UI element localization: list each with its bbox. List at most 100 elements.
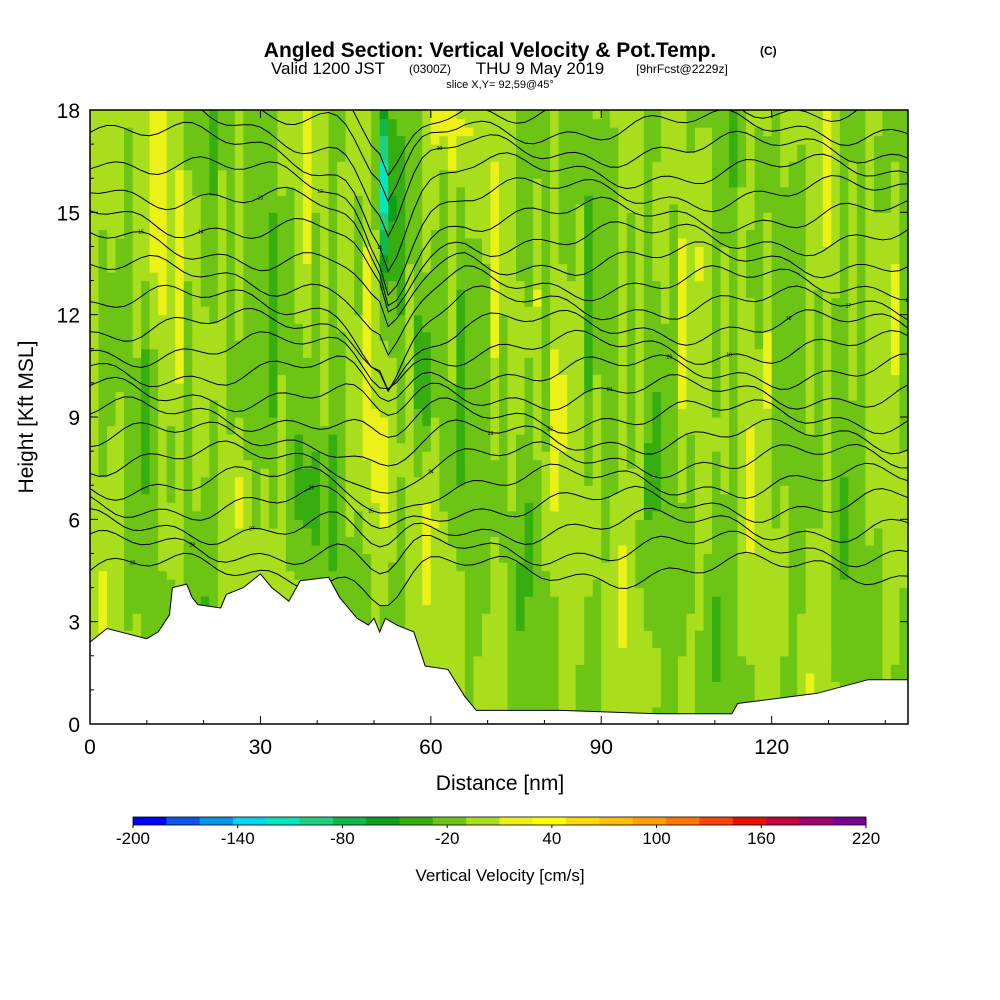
field-cell — [243, 553, 253, 563]
field-cell — [550, 493, 560, 503]
field-cell — [345, 118, 355, 128]
field-cell — [584, 280, 594, 290]
field-cell — [669, 621, 679, 631]
field-cell — [149, 502, 159, 512]
field-cell — [209, 476, 219, 486]
field-cell — [115, 451, 125, 461]
field-cell — [464, 391, 475, 401]
field-cell — [567, 630, 577, 640]
field-cell — [388, 476, 398, 486]
field-cell — [550, 365, 560, 375]
field-cell — [166, 144, 176, 154]
field-cell — [294, 246, 304, 256]
field-cell — [481, 127, 492, 137]
field-cell — [251, 348, 262, 358]
field-cell — [371, 459, 381, 469]
field-cell — [507, 374, 517, 384]
field-cell — [107, 425, 117, 435]
field-cell — [166, 212, 176, 222]
field-cell — [379, 613, 389, 623]
field-cell — [98, 519, 108, 529]
field-cell — [260, 348, 270, 358]
field-cell — [447, 220, 457, 230]
field-cell — [226, 527, 236, 537]
field-cell — [200, 502, 210, 512]
field-cell — [175, 289, 185, 299]
field-cell — [516, 561, 526, 572]
field-cell — [251, 144, 262, 154]
field-cell — [499, 451, 509, 461]
field-cell — [90, 178, 100, 188]
field-cell — [422, 289, 432, 299]
field-cell — [677, 706, 688, 717]
field-cell — [601, 280, 611, 290]
field-cell — [575, 485, 585, 495]
field-cell — [362, 186, 372, 196]
field-cell — [609, 570, 619, 580]
field-cell — [430, 357, 440, 367]
field-cell — [481, 212, 492, 222]
field-cell — [626, 272, 636, 282]
field-cell — [285, 297, 296, 307]
field-cell — [533, 698, 543, 708]
field-cell — [473, 451, 483, 461]
field-cell — [149, 425, 159, 435]
field-cell — [507, 417, 517, 427]
field-cell — [337, 579, 347, 589]
field-cell — [175, 331, 185, 341]
field-cell — [396, 502, 406, 512]
field-cell — [524, 689, 534, 700]
field-cell — [277, 434, 287, 444]
field-cell — [183, 152, 193, 162]
field-cell — [464, 306, 475, 316]
field-cell — [294, 289, 304, 299]
field-cell — [345, 382, 355, 393]
field-cell — [115, 621, 125, 631]
field-cell — [166, 493, 176, 503]
field-cell — [158, 340, 168, 350]
field-cell — [200, 220, 210, 230]
field-cell — [584, 451, 594, 461]
field-cell — [652, 203, 662, 213]
field-cell — [643, 664, 653, 674]
field-cell — [592, 596, 602, 606]
field-cell — [371, 451, 381, 461]
field-cell — [337, 493, 347, 503]
field-cell — [430, 195, 440, 205]
field-cell — [507, 476, 517, 486]
field-cell — [158, 587, 168, 597]
field-cell — [379, 579, 389, 589]
field-cell — [303, 212, 313, 222]
field-cell — [132, 604, 142, 614]
field-cell — [311, 451, 321, 461]
field-cell — [277, 314, 287, 324]
field-cell — [456, 365, 466, 375]
field-cell — [243, 536, 253, 546]
field-cell — [456, 579, 466, 589]
field-cell — [200, 408, 210, 418]
field-cell — [430, 630, 440, 640]
field-cell — [328, 579, 338, 589]
field-cell — [183, 579, 193, 589]
field-cell — [567, 604, 577, 614]
field-cell — [396, 621, 406, 631]
field-cell — [90, 570, 100, 580]
field-cell — [516, 229, 526, 239]
field-cell — [669, 254, 679, 265]
field-cell — [481, 237, 492, 248]
field-cell — [354, 323, 364, 333]
field-cell — [456, 357, 466, 367]
field-cell — [379, 570, 389, 580]
field-cell — [635, 527, 645, 537]
field-cell — [141, 280, 151, 290]
field-cell — [567, 212, 577, 222]
field-cell — [669, 127, 679, 137]
field-cell — [175, 399, 185, 410]
field-cell — [371, 476, 381, 486]
field-cell — [149, 493, 159, 503]
field-cell — [396, 220, 406, 230]
field-cell — [217, 468, 227, 478]
field-cell — [575, 553, 585, 563]
field-cell — [405, 382, 415, 393]
field-cell — [413, 289, 423, 299]
